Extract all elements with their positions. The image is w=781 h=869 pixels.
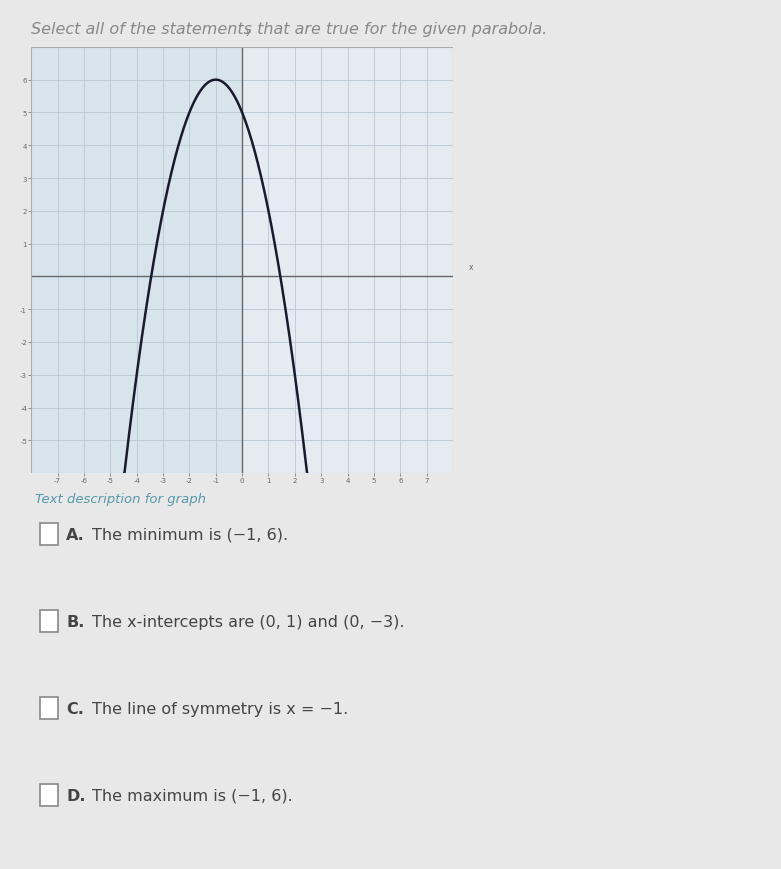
Text: y: y (246, 27, 251, 36)
FancyBboxPatch shape (40, 610, 59, 633)
Text: The x-intercepts are (0, 1) and (0, −3).: The x-intercepts are (0, 1) and (0, −3). (92, 614, 405, 629)
Text: A.: A. (66, 527, 85, 542)
Text: C.: C. (66, 700, 84, 716)
Text: Text description for graph: Text description for graph (35, 493, 206, 506)
Text: D.: D. (66, 787, 86, 803)
FancyBboxPatch shape (40, 523, 59, 546)
Text: The maximum is (−1, 6).: The maximum is (−1, 6). (92, 787, 293, 803)
Text: B.: B. (66, 614, 85, 629)
Bar (31, 48, 242, 474)
Text: The minimum is (−1, 6).: The minimum is (−1, 6). (92, 527, 288, 542)
FancyBboxPatch shape (40, 784, 59, 806)
Text: Select all of the statements that are true for the given parabola.: Select all of the statements that are tr… (31, 22, 547, 36)
Text: x: x (469, 263, 473, 272)
Text: The line of symmetry is x = −1.: The line of symmetry is x = −1. (92, 700, 348, 716)
Bar (31, 48, 453, 474)
FancyBboxPatch shape (40, 697, 59, 720)
